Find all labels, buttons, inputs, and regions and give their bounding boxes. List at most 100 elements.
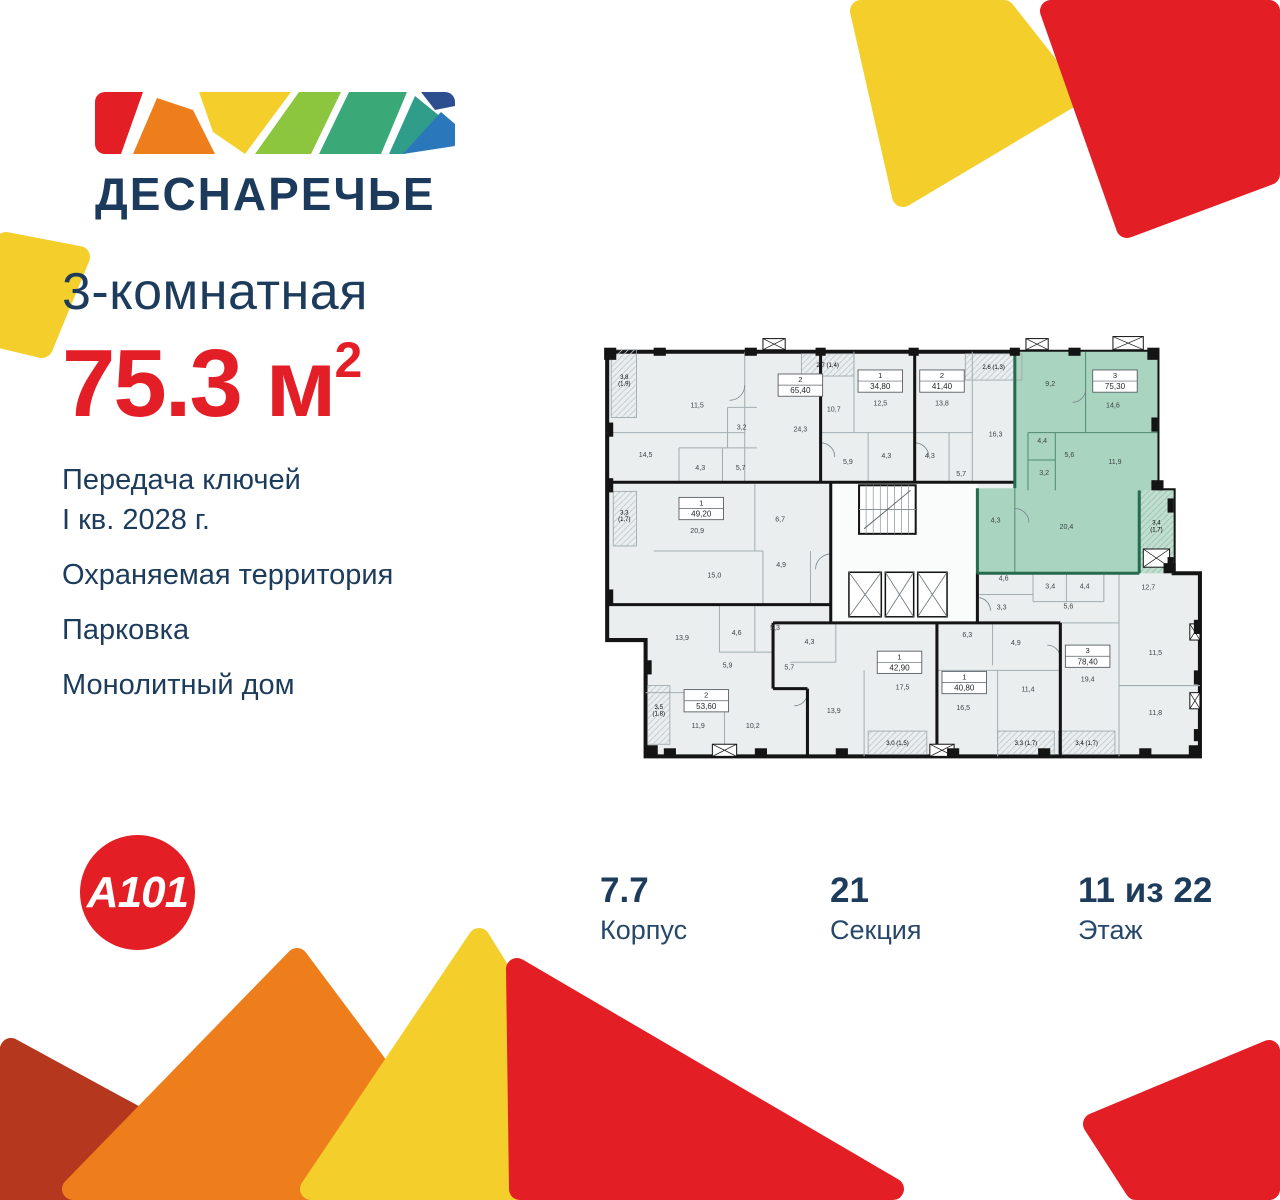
room-area-label: 4,4	[1080, 582, 1090, 590]
staircase	[858, 484, 917, 535]
logo-shape-yellow	[199, 92, 291, 154]
room-area-label: 5,3	[770, 624, 780, 632]
room-area-label: 9,2	[1045, 380, 1055, 388]
deco-polygon-red-top	[1040, 0, 1280, 238]
room-area-label: 13,9	[827, 707, 841, 715]
building-value: 7.7	[600, 871, 649, 910]
brand-name: ДЕСНАРЕЧЬЕ	[95, 168, 436, 220]
logo-shape-navy	[421, 92, 455, 110]
balcony-area-label: 3,3 (1,7)	[618, 511, 630, 524]
room-area-label: 5,7	[956, 470, 966, 478]
logo-shape-red	[95, 92, 143, 154]
deco-triangle-yellow-left	[0, 232, 90, 358]
apartment-label: 140,80	[941, 670, 987, 695]
room-area-label: 11,8	[1149, 709, 1162, 717]
room-area-label: 16,5	[956, 704, 970, 712]
room-area-label: 4,6	[999, 574, 1009, 582]
developer-logo-text: А101	[86, 867, 189, 917]
wall-piers	[604, 347, 1200, 757]
area-exponent: 2	[334, 332, 363, 388]
floor-plan: 11,524,314,54,3 5,73,210,712,55,94,313,84…	[604, 336, 1202, 759]
room-area-label: 17,5	[896, 684, 910, 692]
highlighted-apartment-label: 375,30	[1092, 369, 1138, 393]
room-area-label: 20,4	[1060, 523, 1074, 531]
svg-text:3: 3	[1113, 371, 1117, 380]
deco-triangle-yellow-top	[850, 0, 1082, 207]
svg-text:53,60: 53,60	[696, 702, 717, 711]
logo-shape-teal	[389, 96, 447, 154]
brand-logo-shapes	[95, 92, 455, 154]
svg-text:1: 1	[878, 371, 882, 380]
area-value: 75.3 м2	[62, 330, 363, 437]
room-area-label: 5,9	[843, 458, 853, 466]
svg-text:1: 1	[699, 499, 703, 508]
room-area-label: 11,5	[691, 401, 704, 409]
room-area-label: 6,7	[775, 516, 785, 524]
room-area-label: 3,2	[1039, 469, 1049, 477]
room-area-label: 4,4	[1037, 437, 1047, 445]
room-area-label: 14,6	[1106, 401, 1120, 409]
room-area-label: 12,5	[873, 399, 887, 407]
room-area-label: 4,3	[991, 517, 1001, 525]
apartment-label: 134,80	[857, 369, 903, 393]
svg-text:1: 1	[962, 672, 966, 681]
svg-text:75,30: 75,30	[1105, 382, 1126, 391]
detail-floor: 11 из 22 Этаж	[1078, 871, 1213, 946]
balcony-area-label: 3,5 (1,8)	[653, 705, 665, 718]
apartment-label: 241,40	[919, 369, 965, 393]
logo-shape-green	[319, 92, 407, 154]
svg-text:42,90: 42,90	[889, 663, 910, 672]
floor-label: Этаж	[1078, 914, 1143, 945]
room-area-label: 16,3	[989, 431, 1003, 439]
room-area-label: 4,3	[695, 464, 705, 472]
svg-text:2: 2	[704, 691, 708, 700]
apartment-label: 265,40	[777, 373, 824, 397]
room-area-label: 12,7	[1141, 583, 1155, 591]
deco-triangle-red-bottom	[506, 958, 904, 1200]
svg-text:40,80: 40,80	[954, 684, 975, 693]
room-area-label: 4,3	[805, 638, 815, 646]
room-area-label: 6,3	[962, 631, 972, 639]
feature-monolithic: Монолитный дом	[62, 669, 295, 702]
room-area-label: 5,7	[784, 663, 794, 671]
svg-text:2: 2	[798, 375, 802, 384]
room-area-label: 14,5	[639, 451, 653, 459]
svg-text:2: 2	[940, 371, 944, 380]
svg-text:78,40: 78,40	[1078, 657, 1099, 666]
detail-building: 7.7 Корпус	[600, 871, 687, 946]
room-area-label: 15,0	[707, 571, 721, 579]
section-label: Секция	[830, 914, 922, 945]
balconies	[610, 349, 1116, 755]
room-area-label: 4,3	[881, 452, 891, 460]
room-area-label: 11,9	[1108, 458, 1121, 466]
developer-logo: А101	[80, 835, 195, 950]
apartment-label: 378,40	[1064, 644, 1111, 668]
highlighted-apartment-walls	[975, 351, 1141, 575]
balcony-area-label: 2,6 (1,3)	[982, 365, 1005, 371]
balcony-area-label: 3,4 (1,7)	[1075, 741, 1098, 747]
svg-text:1: 1	[897, 652, 901, 661]
logo-shape-orange	[133, 98, 215, 154]
logo-shape-yellow-green	[255, 92, 341, 154]
floor-value: 11 из 22	[1078, 871, 1213, 910]
room-area-label: 11,5	[1149, 649, 1162, 657]
svg-text:3: 3	[1086, 646, 1090, 655]
apartment-label: 253,60	[683, 689, 730, 713]
room-area-label: 5,6	[1064, 603, 1074, 611]
apartment-label: 149,20	[678, 496, 724, 521]
rooms-title: 3-комнатная	[62, 263, 368, 321]
section-value: 21	[830, 871, 869, 910]
svg-text:34,80: 34,80	[870, 382, 891, 391]
balcony-area-label: 3,3 (1,7)	[1015, 741, 1038, 747]
elevators	[848, 571, 948, 618]
room-area-label: 5,6	[1065, 451, 1075, 459]
detail-section: 21 Секция	[830, 871, 922, 946]
room-area-label: 20,9	[690, 527, 704, 535]
svg-text:65,40: 65,40	[790, 386, 811, 395]
balcony-area-label: 2,7 (1,4)	[816, 363, 839, 369]
room-area-label: 4,9	[1011, 639, 1021, 647]
feature-list: Передача ключей I кв. 2028 г. Охраняемая…	[62, 460, 393, 720]
room-area-label: 4,9	[776, 561, 786, 569]
room-area-label: 4,6	[732, 629, 742, 637]
